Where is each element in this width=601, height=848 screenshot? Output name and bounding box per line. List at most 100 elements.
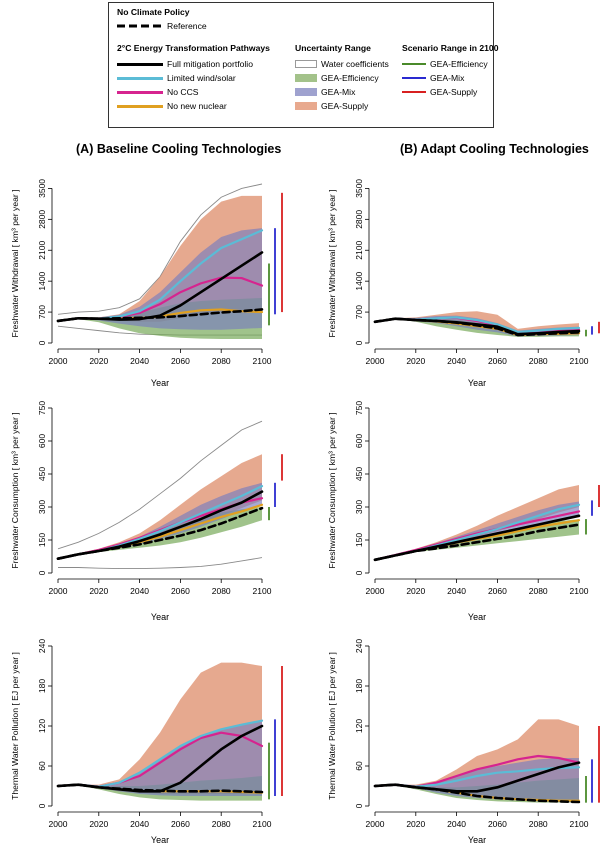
y-tick-label: 450 bbox=[354, 467, 364, 481]
y-axis-label: Thermal Water Pollution [ EJ per year ] bbox=[327, 652, 337, 800]
legend-item-uncertainty: Water coefficients bbox=[295, 59, 389, 69]
y-tick-label: 0 bbox=[37, 570, 47, 575]
y-tick-label: 1400 bbox=[37, 271, 47, 290]
x-tick-label: 2100 bbox=[253, 586, 272, 596]
legend-reference-label: Reference bbox=[167, 21, 207, 31]
x-axis-label: Year bbox=[151, 612, 169, 622]
legend-uncertainty-label: GEA-Efficiency bbox=[321, 73, 379, 83]
x-tick-label: 2100 bbox=[570, 586, 589, 596]
band-gea-mix bbox=[58, 228, 262, 330]
x-tick-label: 2040 bbox=[130, 819, 149, 829]
x-tick-label: 2000 bbox=[366, 586, 385, 596]
band-gea-mix bbox=[58, 720, 262, 796]
legend-pathway-label: Full mitigation portfolio bbox=[167, 59, 253, 69]
band-gea-mix bbox=[375, 501, 579, 560]
legend-uncertainty-label: Water coefficients bbox=[321, 59, 389, 69]
x-tick-label: 2020 bbox=[406, 356, 425, 366]
y-tick-label: 700 bbox=[354, 305, 364, 319]
legend-pathway-label: Limited wind/solar bbox=[167, 73, 236, 83]
band-gea-mix bbox=[58, 482, 262, 559]
legend-no-policy-header: No Climate Policy bbox=[117, 7, 190, 17]
legend-pathway-label: No new nuclear bbox=[167, 101, 227, 111]
legend-item-pathway: Full mitigation portfolio bbox=[117, 59, 253, 69]
chart-panel-A-withdrawal: 0 700 1400 2100 2800 3500 2000 2020 2040 2060 2080… bbox=[10, 179, 283, 388]
y-tick-label: 2800 bbox=[354, 210, 364, 229]
legend-pathway-swatch bbox=[117, 104, 163, 108]
y-axis-label: Freshwater Withdrawal [ km³ per year ] bbox=[327, 189, 337, 337]
x-tick-label: 2020 bbox=[406, 586, 425, 596]
x-tick-label: 2060 bbox=[488, 819, 507, 829]
chart-panel-A-consumption: 0 150 300 450 600 750 2000 2020 2040 2060 2080 2100… bbox=[10, 401, 283, 622]
series-line-full-mitigation-portfolio bbox=[373, 317, 581, 336]
legend-item-pathway: No new nuclear bbox=[117, 101, 227, 111]
chart-panel-B-consumption: 0 150 300 450 600 750 2000 2020 2040 2060 2080 2100… bbox=[327, 401, 600, 622]
x-tick-label: 2080 bbox=[212, 819, 231, 829]
y-axis-label: Thermal Water Pollution [ EJ per year ] bbox=[10, 652, 20, 800]
legend-pathways-header: 2°C Energy Transformation Pathways bbox=[117, 43, 270, 53]
legend-item-pathway: No CCS bbox=[117, 87, 199, 97]
legend-uncertainty-swatch bbox=[295, 74, 317, 82]
x-axis-label: Year bbox=[151, 378, 169, 388]
x-tick-label: 2060 bbox=[488, 586, 507, 596]
y-tick-label: 600 bbox=[37, 434, 47, 448]
legend-item-pathway: Limited wind/solar bbox=[117, 73, 236, 83]
x-tick-label: 2040 bbox=[447, 819, 466, 829]
chart-panel-B-withdrawal: 0 700 1400 2100 2800 3500 2000 2020 2040 2060 2080… bbox=[327, 179, 600, 388]
x-tick-label: 2060 bbox=[171, 586, 190, 596]
legend-range-swatch bbox=[402, 77, 426, 79]
water-coefficient-lower-line bbox=[58, 557, 263, 570]
y-tick-label: 0 bbox=[354, 803, 364, 808]
band-gea-mix bbox=[375, 758, 579, 803]
x-tick-label: 2040 bbox=[447, 586, 466, 596]
x-tick-label: 2100 bbox=[253, 356, 272, 366]
legend-uncertainty-label: GEA-Supply bbox=[321, 101, 369, 111]
series-line-full-mitigation-portfolio bbox=[373, 761, 581, 793]
x-tick-label: 2020 bbox=[89, 819, 108, 829]
legend-box: No Climate Policy Reference 2°C Energy T… bbox=[108, 2, 498, 128]
water-coefficient-upper-line bbox=[57, 420, 263, 550]
series-line-full-mitigation-portfolio bbox=[56, 251, 264, 323]
y-tick-label: 60 bbox=[354, 761, 364, 771]
y-axis-label: Freshwater Consumption [ km³ per year ] bbox=[327, 412, 337, 568]
x-tick-label: 2080 bbox=[529, 586, 548, 596]
x-tick-label: 2060 bbox=[171, 356, 190, 366]
x-tick-label: 2100 bbox=[570, 356, 589, 366]
y-tick-label: 2100 bbox=[37, 241, 47, 260]
y-tick-label: 1400 bbox=[354, 271, 364, 290]
y-tick-label: 0 bbox=[37, 340, 47, 345]
x-tick-label: 2060 bbox=[488, 356, 507, 366]
x-tick-label: 2020 bbox=[406, 819, 425, 829]
x-tick-label: 2040 bbox=[130, 586, 149, 596]
x-tick-label: 2000 bbox=[49, 819, 68, 829]
y-tick-label: 120 bbox=[354, 719, 364, 733]
series-line-full-mitigation-portfolio bbox=[373, 514, 581, 562]
x-tick-label: 2040 bbox=[130, 356, 149, 366]
legend-item-range: GEA-Efficiency bbox=[402, 59, 488, 69]
y-tick-label: 240 bbox=[354, 639, 364, 653]
legend-range-label: GEA-Mix bbox=[430, 73, 465, 83]
y-tick-label: 3500 bbox=[37, 179, 47, 198]
x-tick-label: 2000 bbox=[366, 819, 385, 829]
x-tick-label: 2080 bbox=[529, 819, 548, 829]
legend-uncertainty-header: Uncertainty Range bbox=[295, 43, 371, 53]
legend-range-swatch bbox=[402, 91, 426, 93]
series-line-full-mitigation-portfolio bbox=[56, 724, 264, 793]
y-tick-label: 750 bbox=[354, 401, 364, 415]
x-tick-label: 2060 bbox=[171, 819, 190, 829]
legend-uncertainty-swatch bbox=[295, 102, 317, 110]
y-axis-label: Freshwater Consumption [ km³ per year ] bbox=[10, 412, 20, 568]
legend-item-uncertainty: GEA-Efficiency bbox=[295, 73, 379, 83]
chart-panel-B-thermal: 0 60 120 180 240 2000 2020 2040 2060 2080 2100 Year… bbox=[327, 639, 600, 845]
y-tick-label: 3500 bbox=[354, 179, 364, 198]
y-tick-label: 450 bbox=[37, 467, 47, 481]
column-title-adapt: (B) Adapt Cooling Technologies bbox=[400, 142, 589, 156]
band-gea-supply bbox=[375, 485, 579, 560]
x-tick-label: 2000 bbox=[49, 586, 68, 596]
y-tick-label: 2800 bbox=[37, 210, 47, 229]
x-axis-label: Year bbox=[151, 835, 169, 845]
x-tick-label: 2100 bbox=[570, 819, 589, 829]
legend-item-reference: Reference bbox=[117, 21, 207, 31]
y-tick-label: 300 bbox=[37, 500, 47, 514]
legend-uncertainty-swatch bbox=[295, 60, 317, 68]
